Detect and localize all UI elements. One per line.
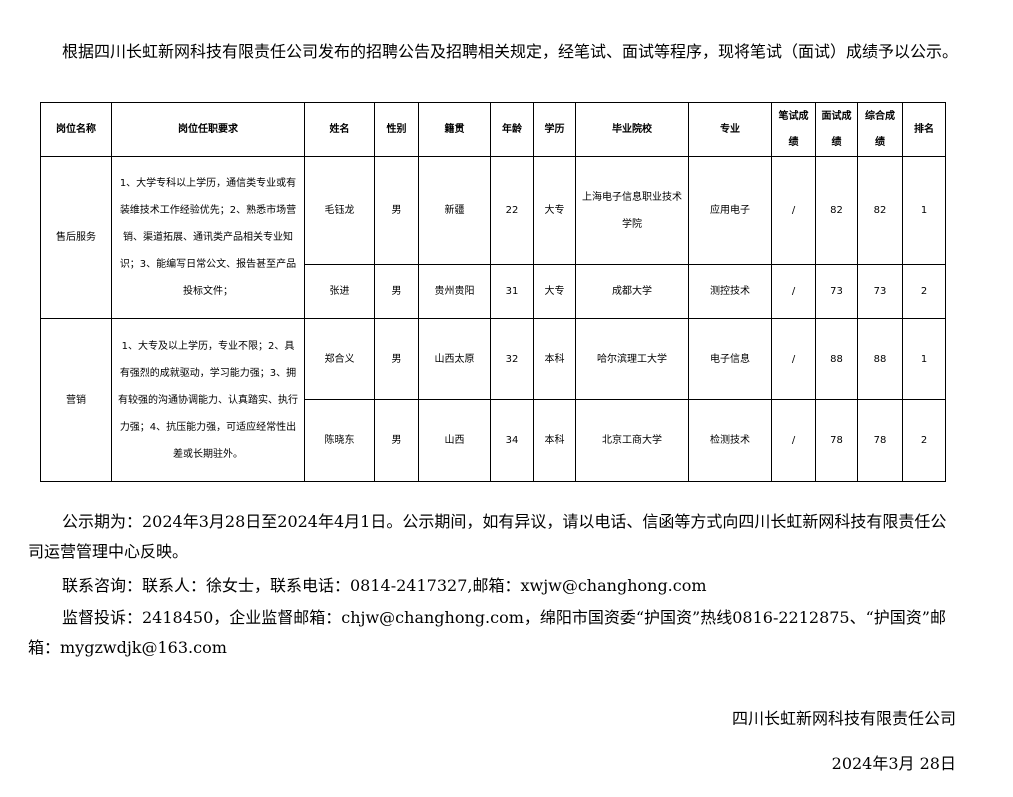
origin-cell: 新疆 <box>418 156 491 265</box>
gender-cell: 男 <box>374 318 419 400</box>
column-header: 岗位名称 <box>40 102 112 157</box>
written-cell: / <box>771 318 816 400</box>
table-header-row: 岗位名称 岗位任职要求 姓名 性别 籍贯 年龄 学历 毕业院校 专业 笔试成绩 面试成绩 综合成绩 排名 <box>40 102 946 157</box>
age-cell: 31 <box>490 264 534 319</box>
written-cell: / <box>771 264 816 319</box>
name-cell: 陈晓东 <box>304 399 375 482</box>
column-header: 姓名 <box>304 102 375 157</box>
column-header: 面试成绩 <box>815 102 858 157</box>
education-cell: 本科 <box>533 399 576 482</box>
name-cell: 毛钰龙 <box>304 156 375 265</box>
column-header: 性别 <box>374 102 419 157</box>
column-header: 专业 <box>688 102 772 157</box>
date: 2024年3月 28日 <box>831 754 956 773</box>
origin-cell: 贵州贵阳 <box>418 264 491 319</box>
total-cell: 78 <box>857 399 903 482</box>
total-cell: 88 <box>857 318 903 400</box>
table-row: 售后服务 1、大学专科以上学历，通信类专业或有装维技术工作经验优先；2、熟悉市场营… <box>40 156 946 319</box>
signature: 四川长虹新网科技有限责任公司 <box>731 709 956 728</box>
intro-paragraph: 根据四川长虹新网科技有限责任公司发布的招聘公告及招聘相关规定，经笔试、面试等程序… <box>62 42 959 61</box>
table-row: 营销 1、大专及以上学历，专业不限；2、具有强烈的成就驱动，学习能力强；3、拥有较… <box>40 318 946 482</box>
school-cell: 哈尔滨理工大学 <box>575 318 689 400</box>
gender-cell: 男 <box>374 264 419 319</box>
name-cell: 张进 <box>304 264 375 319</box>
major-cell: 测控技术 <box>688 264 772 319</box>
school-cell: 成都大学 <box>575 264 689 319</box>
school-cell: 北京工商大学 <box>575 399 689 482</box>
interview-cell: 88 <box>815 318 858 400</box>
major-cell: 应用电子 <box>688 156 772 265</box>
notice-period: 公示期为：2024年3月28日至2024年4月1日。公示期间，如有异议，请以电话… <box>28 512 947 561</box>
written-cell: / <box>771 399 816 482</box>
complaint-info: 监督投诉：2418450，企业监督邮箱：chjw@changhong.com，绵… <box>28 608 946 657</box>
interview-cell: 78 <box>815 399 858 482</box>
results-table: 岗位名称 岗位任职要求 姓名 性别 籍贯 年龄 学历 毕业院校 专业 笔试成绩 面试成绩 综合成绩 排名… <box>40 102 946 482</box>
table-row: 陈晓东男山西 34 本科 北京工商大学 检测技术/78 78 2 <box>41 399 946 482</box>
total-cell: 73 <box>857 264 903 319</box>
column-header: 排名 <box>902 102 946 157</box>
position-cell: 营销 <box>40 318 112 482</box>
written-cell: / <box>771 156 816 265</box>
column-header: 籍贯 <box>418 102 491 157</box>
rank-cell: 1 <box>902 318 946 400</box>
interview-cell: 82 <box>815 156 858 265</box>
gender-cell: 男 <box>374 156 419 265</box>
age-cell: 32 <box>490 318 534 400</box>
education-cell: 本科 <box>533 318 576 400</box>
rank-cell: 2 <box>902 399 946 482</box>
column-header: 学历 <box>533 102 576 157</box>
column-header: 笔试成绩 <box>771 102 816 157</box>
requirements-cell: 1、大学专科以上学历，通信类专业或有装维技术工作经验优先；2、熟悉市场营销、渠道… <box>111 156 305 319</box>
age-cell: 22 <box>490 156 534 265</box>
column-header: 综合成绩 <box>857 102 903 157</box>
interview-cell: 73 <box>815 264 858 319</box>
column-header: 毕业院校 <box>575 102 689 157</box>
column-header: 岗位任职要求 <box>111 102 305 157</box>
education-cell: 大专 <box>533 156 576 265</box>
origin-cell: 山西 <box>418 399 491 482</box>
gender-cell: 男 <box>374 399 419 482</box>
column-header: 年龄 <box>490 102 534 157</box>
contact-info: 联系咨询：联系人：徐女士，联系电话：0814-2417327,邮箱：xwjw@c… <box>62 576 707 595</box>
rank-cell: 2 <box>902 264 946 319</box>
age-cell: 34 <box>490 399 534 482</box>
total-cell: 82 <box>857 156 903 265</box>
major-cell: 检测技术 <box>688 399 772 482</box>
table-row: 张进男贵州贵阳 31 大专 成都大学 测控技术/73 73 2 <box>41 264 946 319</box>
name-cell: 郑合义 <box>304 318 375 400</box>
education-cell: 大专 <box>533 264 576 319</box>
requirements-cell: 1、大专及以上学历，专业不限；2、具有强烈的成就驱动，学习能力强；3、拥有较强的… <box>111 318 305 482</box>
rank-cell: 1 <box>902 156 946 265</box>
major-cell: 电子信息 <box>688 318 772 400</box>
school-cell: 上海电子信息职业技术学院 <box>575 156 689 265</box>
origin-cell: 山西太原 <box>418 318 491 400</box>
position-cell: 售后服务 <box>40 156 112 319</box>
